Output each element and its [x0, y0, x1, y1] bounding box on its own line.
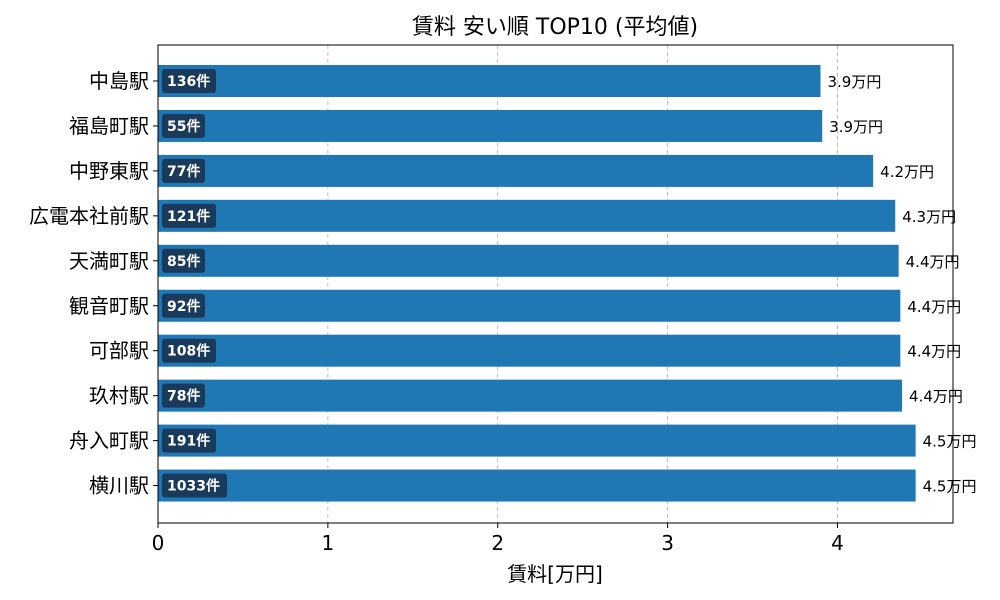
bar: [158, 424, 916, 457]
bars: 3.9万円 136件 3.9万円 55件 4.2万円 77件 4.3万円 121件 4.4万円 8…: [158, 65, 976, 502]
value-label: 4.4万円: [907, 343, 961, 361]
y-tick-label: 天満町駅: [69, 249, 149, 273]
y-tick-label: 玖村駅: [89, 384, 149, 408]
bar: [158, 469, 916, 502]
count-label: 108件: [167, 343, 210, 360]
y-tick-label: 可部駅: [89, 339, 149, 363]
x-tick-label: 0: [152, 531, 165, 555]
count-label: 191件: [167, 433, 210, 450]
x-axis-label: 賃料[万円]: [507, 562, 603, 586]
count-badge: [162, 473, 227, 498]
x-tick-label: 4: [831, 531, 844, 555]
bar: [158, 244, 899, 277]
bar: [158, 334, 901, 367]
x-tick-label: 3: [661, 531, 674, 555]
value-label: 4.5万円: [923, 433, 977, 451]
y-tick-label: 舟入町駅: [69, 429, 149, 453]
x-tick-label: 2: [491, 531, 504, 555]
value-label: 4.4万円: [907, 298, 961, 316]
value-label: 4.5万円: [923, 478, 977, 496]
y-tick-label: 中野東駅: [69, 159, 149, 183]
count-badge: [162, 203, 216, 228]
y-tick-label: 横川駅: [89, 474, 149, 498]
count-badge: [162, 338, 216, 363]
bar: [158, 65, 821, 97]
bar: [158, 199, 896, 232]
y-tick-label: 広電本社前駅: [29, 204, 149, 228]
count-label: 85件: [167, 253, 200, 270]
value-label: 4.2万円: [880, 163, 934, 181]
y-tick-label: 中島駅: [89, 69, 149, 93]
axes: 0 1 2 3 4 中島駅福島町駅中野東駅広電本社前駅天満町駅観音町駅可部駅玖村駅舟入町駅…: [29, 69, 844, 555]
bar: [158, 109, 823, 142]
count-badge: [162, 383, 205, 408]
bar: [158, 379, 903, 412]
plot-frame: [157, 44, 954, 524]
chart-title: 賃料 安い順 TOP10 (平均値): [412, 15, 698, 40]
count-label: 78件: [167, 388, 200, 405]
count-badge: [162, 248, 205, 273]
value-label: 4.4万円: [906, 253, 960, 271]
bar: [158, 154, 874, 187]
count-label: 1033件: [167, 478, 220, 495]
count-label: 121件: [167, 208, 210, 225]
value-label: 4.3万円: [902, 208, 956, 226]
bar: [158, 289, 901, 322]
count-label: 92件: [167, 298, 200, 315]
count-label: 136件: [167, 73, 210, 90]
count-badge: [162, 158, 205, 183]
y-tick-label: 観音町駅: [69, 294, 149, 318]
value-label: 4.4万円: [909, 388, 963, 406]
value-label: 3.9万円: [828, 73, 882, 91]
count-label: 55件: [167, 118, 200, 135]
count-badge: [162, 428, 216, 453]
count-badge: [162, 293, 205, 318]
count-badge: [162, 69, 216, 93]
value-label: 3.9万円: [829, 118, 883, 136]
count-label: 77件: [167, 163, 200, 180]
y-tick-label: 福島町駅: [69, 114, 149, 138]
x-tick-label: 1: [322, 531, 335, 555]
count-badge: [162, 113, 205, 138]
